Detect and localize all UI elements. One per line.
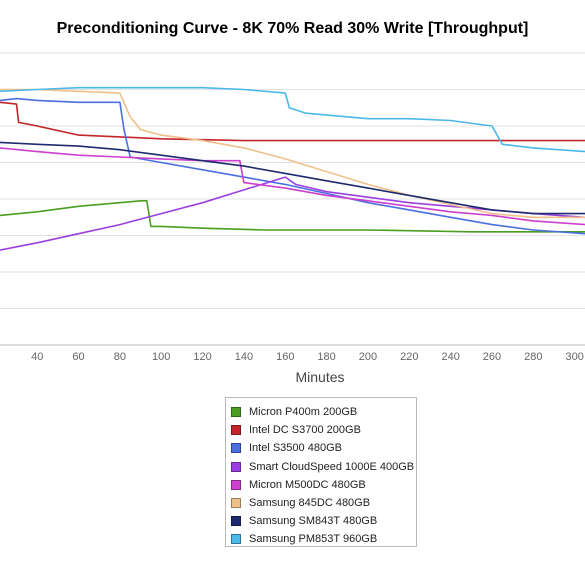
legend-swatch <box>231 534 241 545</box>
x-tick-label: 200 <box>359 351 377 363</box>
series-line-6 <box>0 88 585 219</box>
x-axis-label: Minutes <box>295 369 345 385</box>
series-line-4 <box>0 176 585 251</box>
x-tick-label: 180 <box>317 351 335 363</box>
series-line-3 <box>0 97 585 235</box>
legend-label: Samsung 845DC 480GB <box>249 497 371 510</box>
series-line-7 <box>0 141 585 215</box>
legend-label: Smart CloudSpeed 1000E 400GB <box>249 460 415 473</box>
legend-item[interactable]: Smart CloudSpeed 1000E 400GB <box>231 458 416 476</box>
legend-item[interactable]: Intel DC S3700 200GB <box>231 421 416 439</box>
legend-swatch <box>231 498 241 509</box>
legend-label: Intel DC S3700 200GB <box>249 424 361 437</box>
legend: Micron P400m 200GB Intel DC S3700 200GB In… <box>225 397 417 547</box>
series-line-1 <box>0 200 585 233</box>
legend-swatch <box>231 479 241 490</box>
x-tick-label: 280 <box>524 351 542 363</box>
x-tick-label: 80 <box>114 351 126 363</box>
legend-swatch <box>231 461 241 472</box>
x-tick-label: 140 <box>235 351 253 363</box>
series-line-8 <box>0 86 585 153</box>
legend-swatch <box>231 407 241 418</box>
series-line-5 <box>0 147 585 226</box>
legend-item[interactable]: Intel S3500 480GB <box>231 439 416 457</box>
x-tick-label: 300 <box>565 351 583 363</box>
chart-title: Preconditioning Curve - 8K 70% Read 30% … <box>56 20 529 37</box>
series-line-2 <box>0 101 585 142</box>
x-tick-label: 100 <box>152 351 170 363</box>
x-tick-label: 60 <box>72 351 84 363</box>
legend-item[interactable]: Samsung 845DC 480GB <box>231 494 416 512</box>
x-tick-label: 260 <box>483 351 501 363</box>
x-tick-label: 40 <box>31 351 43 363</box>
legend-item[interactable]: Samsung SM843T 480GB <box>231 512 416 530</box>
x-tick-label: 240 <box>441 351 459 363</box>
legend-label: Micron P400m 200GB <box>249 406 358 419</box>
legend-swatch <box>231 516 241 527</box>
x-tick-labels: 40 60 80 100 120 140 160 180 200 220 240 260 280 300 <box>31 351 584 363</box>
legend-swatch <box>231 425 241 436</box>
x-tick-label: 160 <box>276 351 294 363</box>
gridlines <box>0 52 585 346</box>
legend-item[interactable]: Micron M500DC 480GB <box>231 476 416 494</box>
legend-swatch <box>231 443 241 454</box>
legend-label: Samsung PM853T 960GB <box>249 533 378 546</box>
legend-item[interactable]: Samsung PM853T 960GB <box>231 530 416 548</box>
legend-label: Samsung SM843T 480GB <box>249 515 378 528</box>
legend-item[interactable]: Micron P400m 200GB <box>231 403 416 421</box>
legend-label: Micron M500DC 480GB <box>249 478 366 491</box>
legend-label: Intel S3500 480GB <box>249 442 342 455</box>
x-tick-label: 220 <box>400 351 418 363</box>
x-tick-label: 120 <box>193 351 211 363</box>
series-lines <box>0 86 585 251</box>
